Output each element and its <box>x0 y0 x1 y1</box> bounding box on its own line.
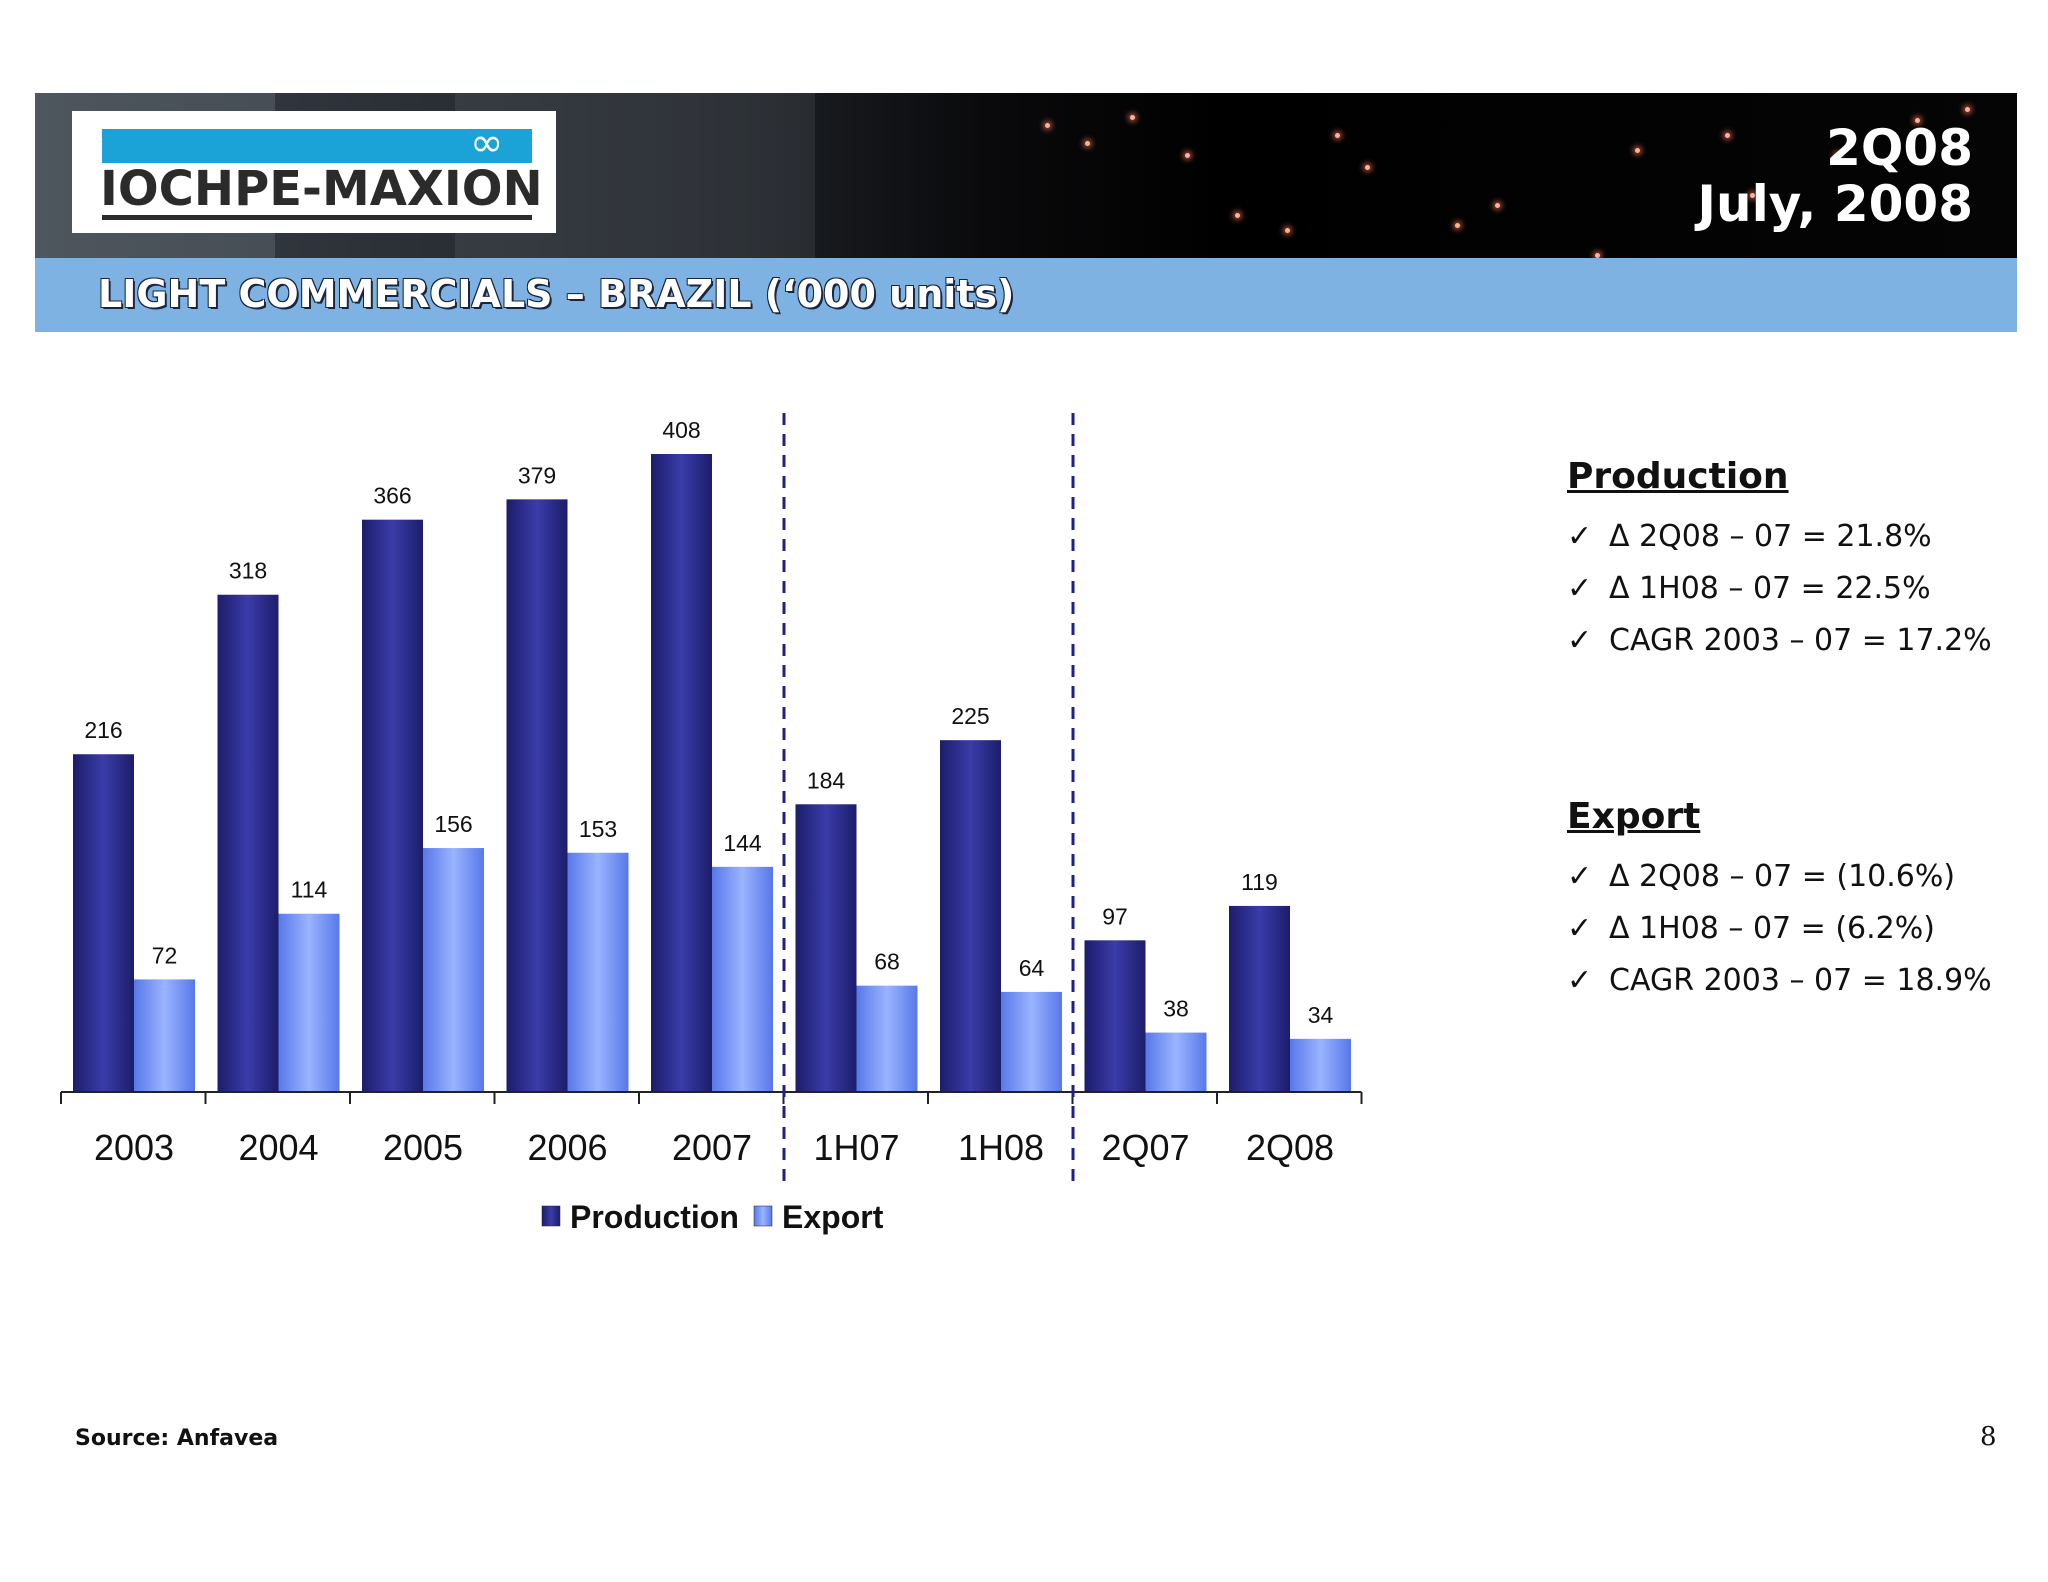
list-item: ✓ CAGR 2003 – 07 = 17.2% <box>1567 615 1992 667</box>
x-tick-label: 2007 <box>672 1127 752 1168</box>
bar-production-2004 <box>217 594 279 1092</box>
bar-production-1h07 <box>795 804 857 1092</box>
data-label-production: 379 <box>518 462 556 488</box>
data-label-export: 64 <box>1019 955 1045 981</box>
production-heading: Production <box>1567 456 1789 497</box>
export-notes: Export ✓ Δ 2Q08 – 07 = (10.6%) ✓ Δ 1H08 – … <box>1567 796 1992 1007</box>
x-tick-label: 2Q08 <box>1246 1127 1334 1168</box>
slide-title-bar: LIGHT COMMERCIALS – BRAZIL (‘000 units) <box>35 258 2017 332</box>
x-tick-label: 2004 <box>238 1127 318 1168</box>
export-heading: Export <box>1567 796 1701 837</box>
data-label-production: 318 <box>229 558 267 584</box>
data-label-export: 144 <box>723 830 762 856</box>
report-period: 2Q08 July, 2008 <box>1697 120 1973 232</box>
banner-light <box>1285 228 1290 233</box>
data-label-export: 156 <box>434 811 472 837</box>
bar-export-2004 <box>278 913 340 1092</box>
banner-light <box>1455 223 1460 228</box>
check-icon: ✓ <box>1567 859 1593 894</box>
list-item: ✓ Δ 1H08 – 07 = 22.5% <box>1567 563 1992 615</box>
x-tick-label: 1H08 <box>958 1127 1044 1168</box>
list-item: ✓ Δ 2Q08 – 07 = 21.8% <box>1567 511 1992 563</box>
bar-production-1h08 <box>940 740 1001 1092</box>
check-icon: ✓ <box>1567 623 1593 658</box>
banner-light <box>1835 153 1840 158</box>
bar-production-2006 <box>506 499 568 1093</box>
data-label-export: 68 <box>874 949 900 975</box>
list-item: ✓ Δ 1H08 – 07 = (6.2%) <box>1567 903 1992 955</box>
company-logo: ∞ IOCHPE-MAXION <box>72 111 556 233</box>
bar-export-2006 <box>567 852 629 1092</box>
logo-text: IOCHPE-MAXION <box>100 161 543 217</box>
slide-title: LIGHT COMMERCIALS – BRAZIL (‘000 units) <box>98 272 1015 316</box>
x-tick-label: 2003 <box>94 1127 174 1168</box>
production-notes: Production ✓ Δ 2Q08 – 07 = 21.8% ✓ Δ 1H08 … <box>1567 456 1992 667</box>
check-icon: ✓ <box>1567 911 1593 946</box>
banner-light <box>1725 133 1730 138</box>
page-number: 8 <box>1980 1422 1997 1452</box>
bar-export-1h08 <box>1001 991 1062 1092</box>
export-list: ✓ Δ 2Q08 – 07 = (10.6%) ✓ Δ 1H08 – 07 = (6… <box>1567 851 1992 1007</box>
data-label-production: 216 <box>84 717 122 743</box>
bar-export-1h07 <box>856 985 918 1092</box>
banner-light <box>1750 193 1755 198</box>
banner-light <box>1335 133 1340 138</box>
banner-light <box>1365 165 1370 170</box>
source-note: Source: Anfavea <box>75 1426 279 1451</box>
banner-light <box>1085 141 1090 146</box>
period-date: July, 2008 <box>1697 175 1973 233</box>
data-label-export: 38 <box>1163 996 1189 1022</box>
bar-export-2005 <box>423 848 484 1092</box>
banner-light <box>1595 253 1600 258</box>
logo-underline <box>102 215 532 220</box>
bar-production-2003 <box>73 754 134 1092</box>
legend-swatch-export <box>753 1205 773 1227</box>
check-icon: ✓ <box>1567 963 1593 998</box>
banner-light <box>1185 153 1190 158</box>
bar-export-2q08 <box>1290 1038 1351 1092</box>
bar-production-2q08 <box>1229 905 1290 1092</box>
bar-production-2007 <box>651 454 712 1092</box>
production-list: ✓ Δ 2Q08 – 07 = 21.8% ✓ Δ 1H08 – 07 = 22.5… <box>1567 511 1992 667</box>
list-item: ✓ Δ 2Q08 – 07 = (10.6%) <box>1567 851 1992 903</box>
period-label: 2Q08 <box>1826 119 1973 177</box>
check-icon: ✓ <box>1567 519 1593 554</box>
bar-export-2q07 <box>1145 1032 1207 1092</box>
banner-light <box>1915 118 1920 123</box>
bar-production-2005 <box>362 519 423 1092</box>
data-label-export: 153 <box>579 816 617 842</box>
logo-stripe <box>102 129 532 163</box>
data-label-production: 119 <box>1241 869 1278 895</box>
data-label-production: 225 <box>951 703 989 729</box>
data-label-export: 114 <box>291 877 328 903</box>
banner-light <box>1495 203 1500 208</box>
x-tick-label: 2005 <box>383 1127 463 1168</box>
data-label-production: 184 <box>807 767 846 793</box>
data-label-export: 34 <box>1308 1002 1334 1028</box>
banner-light <box>1130 115 1135 120</box>
bar-export-2007 <box>712 866 773 1092</box>
check-icon: ✓ <box>1567 571 1593 606</box>
banner-light <box>1635 148 1640 153</box>
data-label-production: 408 <box>662 417 700 443</box>
legend-label-production: Production <box>570 1199 739 1235</box>
x-tick-label: 2006 <box>527 1127 607 1168</box>
data-label-export: 72 <box>152 942 178 968</box>
banner-light <box>1235 213 1240 218</box>
legend-label-export: Export <box>782 1199 884 1235</box>
banner-light <box>1045 123 1050 128</box>
x-tick-label: 2Q07 <box>1101 1127 1189 1168</box>
bar-export-2003 <box>134 979 195 1092</box>
data-label-production: 366 <box>373 483 411 509</box>
x-tick-label: 1H07 <box>813 1127 899 1168</box>
banner-light <box>1965 107 1970 112</box>
legend-swatch-production <box>541 1205 561 1227</box>
data-label-production: 97 <box>1102 903 1128 929</box>
list-item: ✓ CAGR 2003 – 07 = 18.9% <box>1567 955 1992 1007</box>
bar-production-2q07 <box>1084 940 1146 1092</box>
infinity-icon: ∞ <box>470 120 504 166</box>
